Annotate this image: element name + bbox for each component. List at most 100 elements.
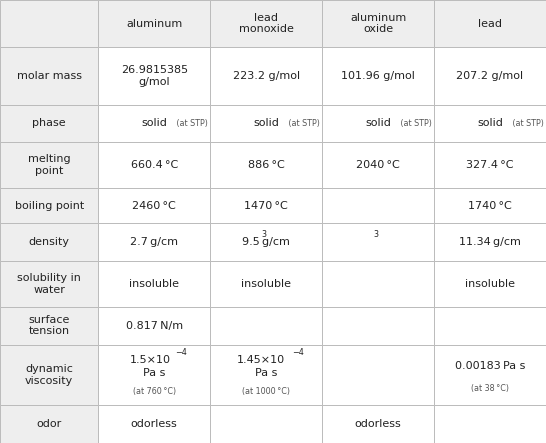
Text: 9.5 g/cm: 9.5 g/cm	[242, 237, 290, 247]
Text: (at STP): (at STP)	[286, 119, 320, 128]
Text: Pa s: Pa s	[255, 368, 277, 378]
Bar	[322, 0, 434, 47]
Text: aluminum: aluminum	[126, 19, 182, 29]
Text: solid: solid	[141, 118, 167, 128]
Bar	[322, 307, 434, 345]
Bar	[322, 47, 434, 105]
Bar	[0, 105, 98, 142]
Bar	[434, 188, 546, 223]
Bar	[434, 261, 546, 307]
Text: (at STP): (at STP)	[174, 119, 208, 128]
Bar	[434, 0, 546, 47]
Text: solid: solid	[253, 118, 279, 128]
Bar	[210, 188, 322, 223]
Bar	[98, 0, 210, 47]
Bar	[210, 47, 322, 105]
Bar	[210, 261, 322, 307]
Bar	[98, 223, 210, 261]
Bar	[98, 345, 210, 405]
Text: (at 1000 °C): (at 1000 °C)	[242, 387, 290, 396]
Text: aluminum
oxide: aluminum oxide	[350, 13, 406, 35]
Bar	[98, 188, 210, 223]
Text: molar mass: molar mass	[16, 71, 82, 81]
Text: surface
tension: surface tension	[28, 315, 70, 337]
Bar	[434, 405, 546, 443]
Text: 2.7 g/cm: 2.7 g/cm	[130, 237, 178, 247]
Text: boiling point: boiling point	[15, 201, 84, 211]
Text: (at STP): (at STP)	[510, 119, 544, 128]
Text: odor: odor	[37, 419, 62, 429]
Bar	[210, 0, 322, 47]
Text: solid: solid	[365, 118, 391, 128]
Bar	[434, 345, 546, 405]
Bar	[0, 307, 98, 345]
Bar	[98, 261, 210, 307]
Bar	[98, 307, 210, 345]
Bar	[0, 0, 98, 47]
Text: insoluble: insoluble	[241, 279, 291, 289]
Text: 1.5×10: 1.5×10	[129, 355, 170, 365]
Text: (at 38 °C): (at 38 °C)	[471, 384, 509, 393]
Bar	[210, 142, 322, 188]
Text: odorless: odorless	[131, 419, 177, 429]
Text: phase: phase	[32, 118, 66, 128]
Text: 886 °C: 886 °C	[248, 160, 284, 170]
Bar	[322, 105, 434, 142]
Bar	[322, 405, 434, 443]
Text: 660.4 °C: 660.4 °C	[130, 160, 178, 170]
Bar	[0, 142, 98, 188]
Bar	[0, 405, 98, 443]
Bar	[210, 405, 322, 443]
Bar	[434, 223, 546, 261]
Bar	[322, 345, 434, 405]
Text: −4: −4	[175, 348, 187, 357]
Text: 3: 3	[373, 230, 379, 239]
Text: 1.45×10: 1.45×10	[236, 355, 285, 365]
Text: 1740 °C: 1740 °C	[468, 201, 512, 211]
Bar	[98, 405, 210, 443]
Text: 11.34 g/cm: 11.34 g/cm	[459, 237, 521, 247]
Bar	[434, 142, 546, 188]
Text: (at STP): (at STP)	[398, 119, 432, 128]
Text: 2460 °C: 2460 °C	[132, 201, 176, 211]
Bar	[434, 307, 546, 345]
Text: lead: lead	[478, 19, 502, 29]
Bar	[434, 47, 546, 105]
Text: Pa s: Pa s	[143, 368, 165, 378]
Bar	[0, 47, 98, 105]
Text: insoluble: insoluble	[129, 279, 179, 289]
Bar	[0, 223, 98, 261]
Bar	[98, 105, 210, 142]
Text: 223.2 g/mol: 223.2 g/mol	[233, 71, 300, 81]
Bar	[210, 105, 322, 142]
Bar	[322, 142, 434, 188]
Text: 0.00183 Pa s: 0.00183 Pa s	[455, 361, 525, 371]
Text: 26.9815385
g/mol: 26.9815385 g/mol	[121, 66, 188, 87]
Bar	[0, 345, 98, 405]
Text: 207.2 g/mol: 207.2 g/mol	[456, 71, 524, 81]
Bar	[434, 105, 546, 142]
Bar	[98, 142, 210, 188]
Bar	[0, 261, 98, 307]
Text: melting
point: melting point	[28, 154, 70, 176]
Text: odorless: odorless	[355, 419, 401, 429]
Text: 0.817 N/m: 0.817 N/m	[126, 321, 183, 330]
Bar	[0, 188, 98, 223]
Text: insoluble: insoluble	[465, 279, 515, 289]
Text: 327.4 °C: 327.4 °C	[466, 160, 514, 170]
Text: 1470 °C: 1470 °C	[244, 201, 288, 211]
Bar	[322, 223, 434, 261]
Text: (at 760 °C): (at 760 °C)	[133, 387, 176, 396]
Text: 3: 3	[262, 230, 267, 239]
Text: solid: solid	[477, 118, 503, 128]
Bar	[322, 261, 434, 307]
Bar	[210, 307, 322, 345]
Text: density: density	[28, 237, 70, 247]
Text: 2040 °C: 2040 °C	[356, 160, 400, 170]
Text: solubility in
water: solubility in water	[17, 273, 81, 295]
Bar	[210, 223, 322, 261]
Text: −4: −4	[293, 348, 304, 357]
Text: lead
monoxide: lead monoxide	[239, 13, 294, 35]
Text: dynamic
viscosity: dynamic viscosity	[25, 364, 73, 386]
Text: 101.96 g/mol: 101.96 g/mol	[341, 71, 415, 81]
